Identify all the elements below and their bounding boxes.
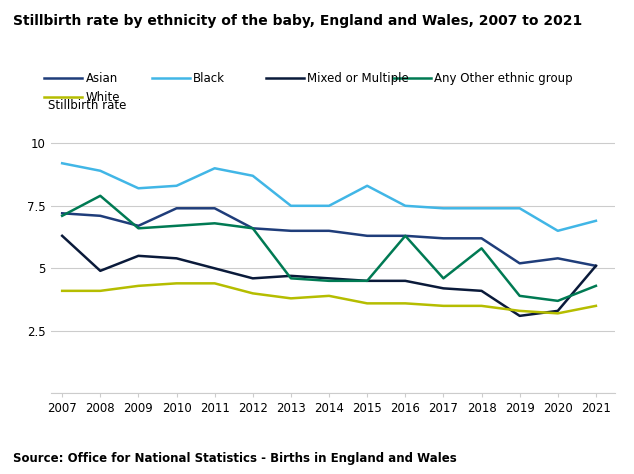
Mixed or Multiple <box>478 288 486 294</box>
Asian <box>325 228 333 234</box>
Black <box>96 168 104 173</box>
Mixed or Multiple <box>134 253 142 259</box>
Mixed or Multiple <box>211 265 219 271</box>
Asian <box>58 210 66 216</box>
Mixed or Multiple <box>363 278 371 283</box>
White <box>554 310 562 316</box>
Black <box>363 183 371 189</box>
Asian <box>172 205 180 211</box>
Black <box>401 203 409 209</box>
Any Other ethnic group <box>554 298 562 304</box>
White <box>478 303 486 309</box>
Text: Asian: Asian <box>86 72 118 85</box>
Any Other ethnic group <box>96 193 104 199</box>
Line: Any Other ethnic group: Any Other ethnic group <box>62 196 596 301</box>
Any Other ethnic group <box>249 226 257 231</box>
Text: Any Other ethnic group: Any Other ethnic group <box>434 72 573 85</box>
Any Other ethnic group <box>58 213 66 219</box>
Black <box>516 205 524 211</box>
Mixed or Multiple <box>554 308 562 314</box>
Black <box>58 160 66 166</box>
White <box>211 281 219 286</box>
Mixed or Multiple <box>592 263 600 269</box>
White <box>287 295 295 301</box>
Any Other ethnic group <box>478 246 486 251</box>
Mixed or Multiple <box>172 255 180 261</box>
Black <box>134 185 142 191</box>
Black <box>172 183 180 189</box>
Mixed or Multiple <box>325 275 333 281</box>
White <box>172 281 180 286</box>
White <box>325 293 333 299</box>
White <box>134 283 142 289</box>
Any Other ethnic group <box>439 275 447 281</box>
Black <box>439 205 447 211</box>
Asian <box>96 213 104 219</box>
Black <box>592 218 600 224</box>
Mixed or Multiple <box>439 285 447 291</box>
Text: Stillbirth rate by ethnicity of the baby, England and Wales, 2007 to 2021: Stillbirth rate by ethnicity of the baby… <box>13 14 582 28</box>
Asian <box>363 233 371 239</box>
Line: White: White <box>62 283 596 313</box>
Mixed or Multiple <box>58 233 66 239</box>
Mixed or Multiple <box>249 275 257 281</box>
White <box>96 288 104 294</box>
White <box>592 303 600 309</box>
Any Other ethnic group <box>287 275 295 281</box>
Asian <box>287 228 295 234</box>
Line: Mixed or Multiple: Mixed or Multiple <box>62 236 596 316</box>
Mixed or Multiple <box>516 313 524 319</box>
Mixed or Multiple <box>96 268 104 273</box>
Any Other ethnic group <box>516 293 524 299</box>
Black <box>554 228 562 234</box>
Asian <box>439 236 447 241</box>
Asian <box>516 261 524 266</box>
Black <box>478 205 486 211</box>
Text: Mixed or Multiple: Mixed or Multiple <box>307 72 409 85</box>
Any Other ethnic group <box>211 220 219 226</box>
Line: Black: Black <box>62 163 596 231</box>
White <box>401 301 409 306</box>
Black <box>287 203 295 209</box>
Asian <box>249 226 257 231</box>
White <box>249 291 257 296</box>
Any Other ethnic group <box>401 233 409 239</box>
Asian <box>134 223 142 228</box>
Black <box>325 203 333 209</box>
Mixed or Multiple <box>401 278 409 283</box>
Asian <box>211 205 219 211</box>
Asian <box>554 255 562 261</box>
Text: Black: Black <box>193 72 225 85</box>
Any Other ethnic group <box>592 283 600 289</box>
White <box>58 288 66 294</box>
Line: Asian: Asian <box>62 208 596 266</box>
Any Other ethnic group <box>363 278 371 283</box>
Any Other ethnic group <box>134 226 142 231</box>
Any Other ethnic group <box>172 223 180 228</box>
Mixed or Multiple <box>287 273 295 279</box>
Text: Stillbirth rate: Stillbirth rate <box>48 100 126 112</box>
White <box>439 303 447 309</box>
Text: White: White <box>86 91 120 104</box>
White <box>363 301 371 306</box>
Asian <box>592 263 600 269</box>
Asian <box>401 233 409 239</box>
Black <box>249 173 257 179</box>
Asian <box>478 236 486 241</box>
Any Other ethnic group <box>325 278 333 283</box>
Black <box>211 165 219 171</box>
Text: Source: Office for National Statistics - Births in England and Wales: Source: Office for National Statistics -… <box>13 452 456 465</box>
White <box>516 308 524 314</box>
